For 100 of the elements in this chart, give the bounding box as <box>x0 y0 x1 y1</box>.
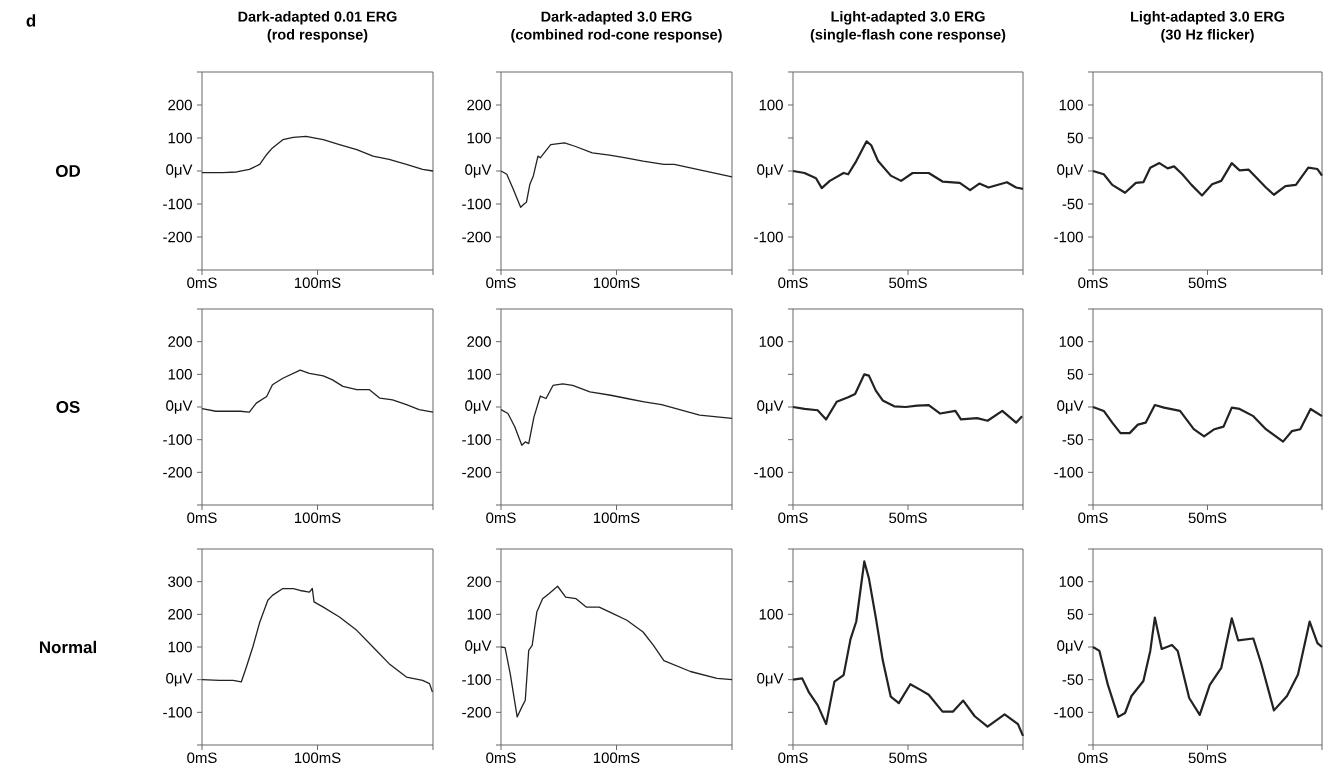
y-tick-label: -200 <box>163 231 192 243</box>
y-tick-label: 0μV <box>465 640 492 654</box>
line-series <box>500 383 733 446</box>
y-tick-label: -50 <box>1062 434 1083 445</box>
y-tick-label: 0μV <box>465 400 492 414</box>
chart-subtitle: (combined rod-cone response) <box>511 29 722 43</box>
line-series <box>791 140 1025 192</box>
y-tick-label: 200 <box>467 576 491 587</box>
line-series <box>500 142 733 208</box>
y-tick-label: 0μV <box>166 400 193 414</box>
x-tick-label: 0mS <box>187 752 217 764</box>
y-tick-label: -200 <box>462 467 491 478</box>
y-tick-label: 200 <box>467 99 491 111</box>
y-tick-label: 100 <box>168 369 192 380</box>
line-series <box>201 135 434 174</box>
y-tick-label: 100 <box>467 369 491 380</box>
y-tick-label: 200 <box>168 609 192 620</box>
y-tick-label: 50 <box>1067 609 1083 620</box>
y-axis-title: Normal <box>39 640 96 654</box>
x-tick-label: 0mS <box>486 277 516 289</box>
y-tick-label: 0μV <box>757 400 784 414</box>
y-tick-label: 0μV <box>1057 640 1084 654</box>
y-tick-label: 100 <box>1059 576 1083 587</box>
x-tick-label: 100mS <box>593 512 640 524</box>
chart-subtitle: (30 Hz flicker) <box>1161 29 1254 43</box>
y-tick-label: 200 <box>467 336 491 347</box>
x-tick-label: 0mS <box>486 512 516 524</box>
x-tick-label: 0mS <box>1078 752 1108 764</box>
y-tick-label: -200 <box>462 231 491 243</box>
y-tick-label: -100 <box>163 434 192 445</box>
x-tick-label: 100mS <box>294 752 341 764</box>
x-tick-label: 50mS <box>889 277 927 289</box>
y-axis-title: OD <box>56 165 81 177</box>
chart-title: Dark-adapted 3.0 ERG <box>541 11 692 25</box>
y-tick-label: 0μV <box>1057 400 1084 414</box>
y-tick-label: -100 <box>163 198 192 210</box>
x-tick-label: 0mS <box>187 277 217 289</box>
y-tick-label: 50 <box>1067 132 1083 144</box>
y-tick-label: 0μV <box>465 164 492 178</box>
y-tick-label: 0μV <box>166 673 193 687</box>
chart-title: Light-adapted 3.0 ERG <box>831 11 985 25</box>
x-tick-label: 0mS <box>486 752 516 764</box>
y-tick-label: 100 <box>759 609 783 620</box>
y-tick-label: 0μV <box>1057 164 1084 178</box>
y-tick-label: 0μV <box>166 164 193 178</box>
y-tick-label: -100 <box>462 198 491 210</box>
y-tick-label: 0μV <box>757 673 784 687</box>
y-tick-label: -200 <box>163 467 192 478</box>
y-tick-label: 100 <box>467 132 491 144</box>
y-tick-label: 0μV <box>757 164 784 178</box>
y-tick-label: -50 <box>1062 198 1083 210</box>
line-series <box>1091 403 1324 443</box>
y-tick-label: -50 <box>1062 674 1083 685</box>
chart-subtitle: (single-flash cone response) <box>810 28 1006 43</box>
x-tick-label: 100mS <box>593 277 640 289</box>
y-tick-label: -200 <box>462 707 491 718</box>
y-axis-title: OS <box>56 401 80 413</box>
x-tick-label: 100mS <box>294 277 341 289</box>
x-tick-label: 100mS <box>593 752 640 764</box>
line-series <box>791 560 1025 737</box>
x-tick-label: 50mS <box>889 512 927 524</box>
y-tick-label: -100 <box>754 231 783 243</box>
y-tick-label: 300 <box>168 576 192 587</box>
y-tick-label: 200 <box>168 336 192 347</box>
x-tick-label: 0mS <box>778 512 808 524</box>
line-series <box>791 373 1024 424</box>
y-tick-label: 100 <box>168 132 192 144</box>
y-tick-label: 100 <box>759 99 783 111</box>
x-tick-label: 100mS <box>294 512 341 524</box>
chart-subtitle: (rod response) <box>267 29 368 43</box>
x-tick-label: 50mS <box>1188 752 1227 764</box>
x-tick-label: 0mS <box>778 752 808 764</box>
y-tick-label: -100 <box>1054 231 1083 243</box>
line-series <box>1091 161 1324 197</box>
line-series <box>201 587 434 693</box>
x-tick-label: 50mS <box>1188 512 1227 524</box>
x-tick-label: 0mS <box>778 277 808 289</box>
y-tick-label: 100 <box>1059 336 1083 347</box>
x-tick-label: 0mS <box>187 512 217 524</box>
line-series <box>500 585 733 718</box>
y-tick-label: 100 <box>168 641 192 653</box>
text: d <box>26 14 36 27</box>
y-tick-label: -100 <box>163 707 192 718</box>
y-tick-label: -100 <box>1054 707 1083 718</box>
y-tick-label: -100 <box>754 467 783 478</box>
line-series <box>1091 616 1324 719</box>
y-tick-label: -100 <box>1054 467 1083 478</box>
chart-title: Dark-adapted 0.01 ERG <box>238 11 397 25</box>
x-tick-label: 0mS <box>1078 512 1108 524</box>
x-tick-label: 50mS <box>1188 277 1227 289</box>
y-tick-label: 100 <box>1059 99 1083 111</box>
y-tick-label: 100 <box>759 336 783 347</box>
y-tick-label: 100 <box>467 609 491 620</box>
y-tick-label: -100 <box>462 674 491 685</box>
x-tick-label: 50mS <box>889 752 927 764</box>
y-tick-label: 50 <box>1067 369 1083 380</box>
y-tick-label: 200 <box>168 99 192 111</box>
y-tick-label: -100 <box>462 434 491 445</box>
x-tick-label: 0mS <box>1078 277 1108 289</box>
chart-title: Light-adapted 3.0 ERG <box>1131 11 1285 25</box>
